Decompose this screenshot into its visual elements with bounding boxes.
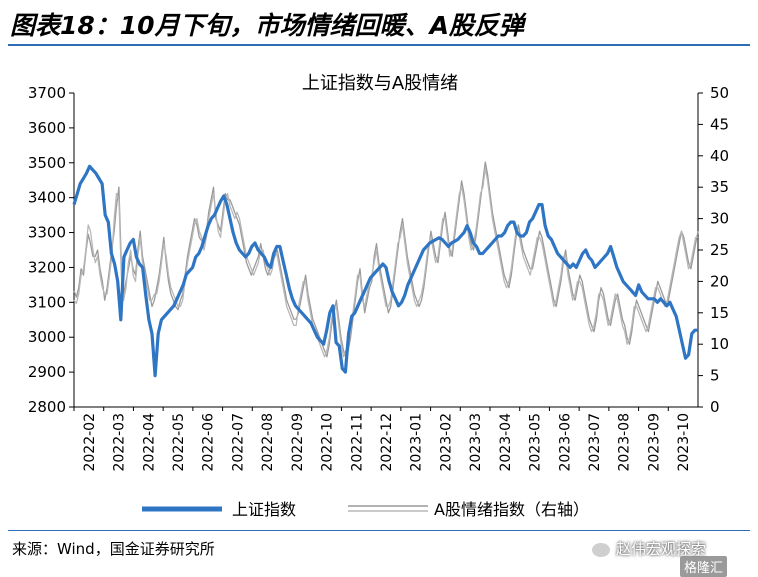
y-left-tick-label: 2800 (28, 398, 66, 416)
x-tick-label: 2022-03 (112, 413, 128, 472)
x-tick-label: 2023-09 (646, 413, 662, 472)
watermark: 赵伟宏观探索 (592, 538, 706, 559)
y-left-tick-label: 3300 (28, 224, 66, 242)
x-tick-label: 2022-07 (230, 413, 246, 472)
series-line-sentiment (73, 161, 699, 358)
y-right-tick-label: 40 (710, 147, 729, 165)
x-tick-label: 2023-04 (498, 413, 514, 472)
wechat-icon (592, 542, 610, 557)
x-tick-label: 2022-02 (82, 413, 98, 472)
y-right-tick-label: 10 (710, 335, 729, 353)
y-left-tick-label: 3400 (28, 189, 66, 207)
chart-area: 上证指数与A股情绪 2800 2900 3000 3100 3200 3300 3400 35… (28, 73, 729, 519)
plot-lines (72, 161, 699, 378)
y-left-tick-label: 3500 (28, 154, 66, 172)
x-tick-label: 2022-12 (379, 413, 395, 472)
figure-title: 图表18：10月下旬，市场情绪回暖、A股反弹 (10, 11, 524, 40)
y-right-tick-label: 5 (710, 367, 720, 385)
y-right-tick-label: 20 (710, 272, 729, 290)
y-left-tick-label: 3700 (28, 84, 66, 102)
x-tick-label: 2022-08 (260, 413, 276, 472)
x-tick-label: 2022-05 (171, 413, 187, 472)
y-left-tick-label: 3100 (28, 293, 66, 311)
y-right-tick-label: 0 (710, 398, 720, 416)
x-tick-label: 2022-11 (349, 413, 365, 472)
header-divider (8, 44, 750, 46)
y-left-tick-label: 2900 (28, 363, 66, 381)
legend-label-shanghai: 上证指数 (232, 500, 296, 519)
x-tick-label: 2022-04 (141, 413, 157, 472)
x-tick-label: 2022-10 (320, 413, 336, 472)
y-right-tick-label: 30 (710, 210, 729, 228)
x-tick-label: 2022-06 (201, 413, 217, 472)
source-note: 来源：Wind，国金证券研究所 (12, 540, 215, 558)
y-left-tick-label: 3600 (28, 119, 66, 137)
y-left-tick-label: 3200 (28, 258, 66, 276)
x-tick-label: 2023-06 (557, 413, 573, 472)
x-tick-label: 2023-08 (617, 413, 633, 472)
x-tick-label: 2023-02 (438, 413, 454, 472)
series-line-shanghai (72, 164, 698, 378)
watermark-text: 赵伟宏观探索 (616, 540, 707, 558)
y-right-tick-label: 15 (710, 304, 729, 322)
footer-divider (8, 530, 750, 531)
y-right-tick-label: 25 (710, 241, 729, 259)
y-right-tick-label: 45 (710, 115, 729, 133)
y-left-tick-label: 3000 (28, 328, 66, 346)
y-right-tick-label: 35 (710, 178, 729, 196)
report-header: 图表18：10月下旬，市场情绪回暖、A股反弹 (0, 0, 758, 48)
x-tick-label: 2023-03 (468, 413, 484, 472)
x-tick-label: 2023-07 (587, 413, 603, 472)
axes: 2800 2900 3000 3100 3200 3300 3400 3500 3600 3700… (28, 84, 729, 472)
series-line-sentiment-2 (73, 167, 698, 358)
legend-label-sentiment: A股情绪指数（右轴） (434, 500, 589, 519)
chart-title: 上证指数与A股情绪 (302, 73, 458, 94)
x-tick-label: 2022-09 (290, 413, 306, 472)
legend: 上证指数 A股情绪指数（右轴） (142, 500, 589, 519)
watermark-badge: 格隆汇 (680, 556, 728, 577)
y-right-tick-label: 50 (710, 84, 729, 102)
x-tick-label: 2023-10 (676, 413, 692, 472)
x-tick-label: 2023-01 (409, 413, 425, 472)
x-tick-label: 2023-05 (528, 413, 544, 472)
